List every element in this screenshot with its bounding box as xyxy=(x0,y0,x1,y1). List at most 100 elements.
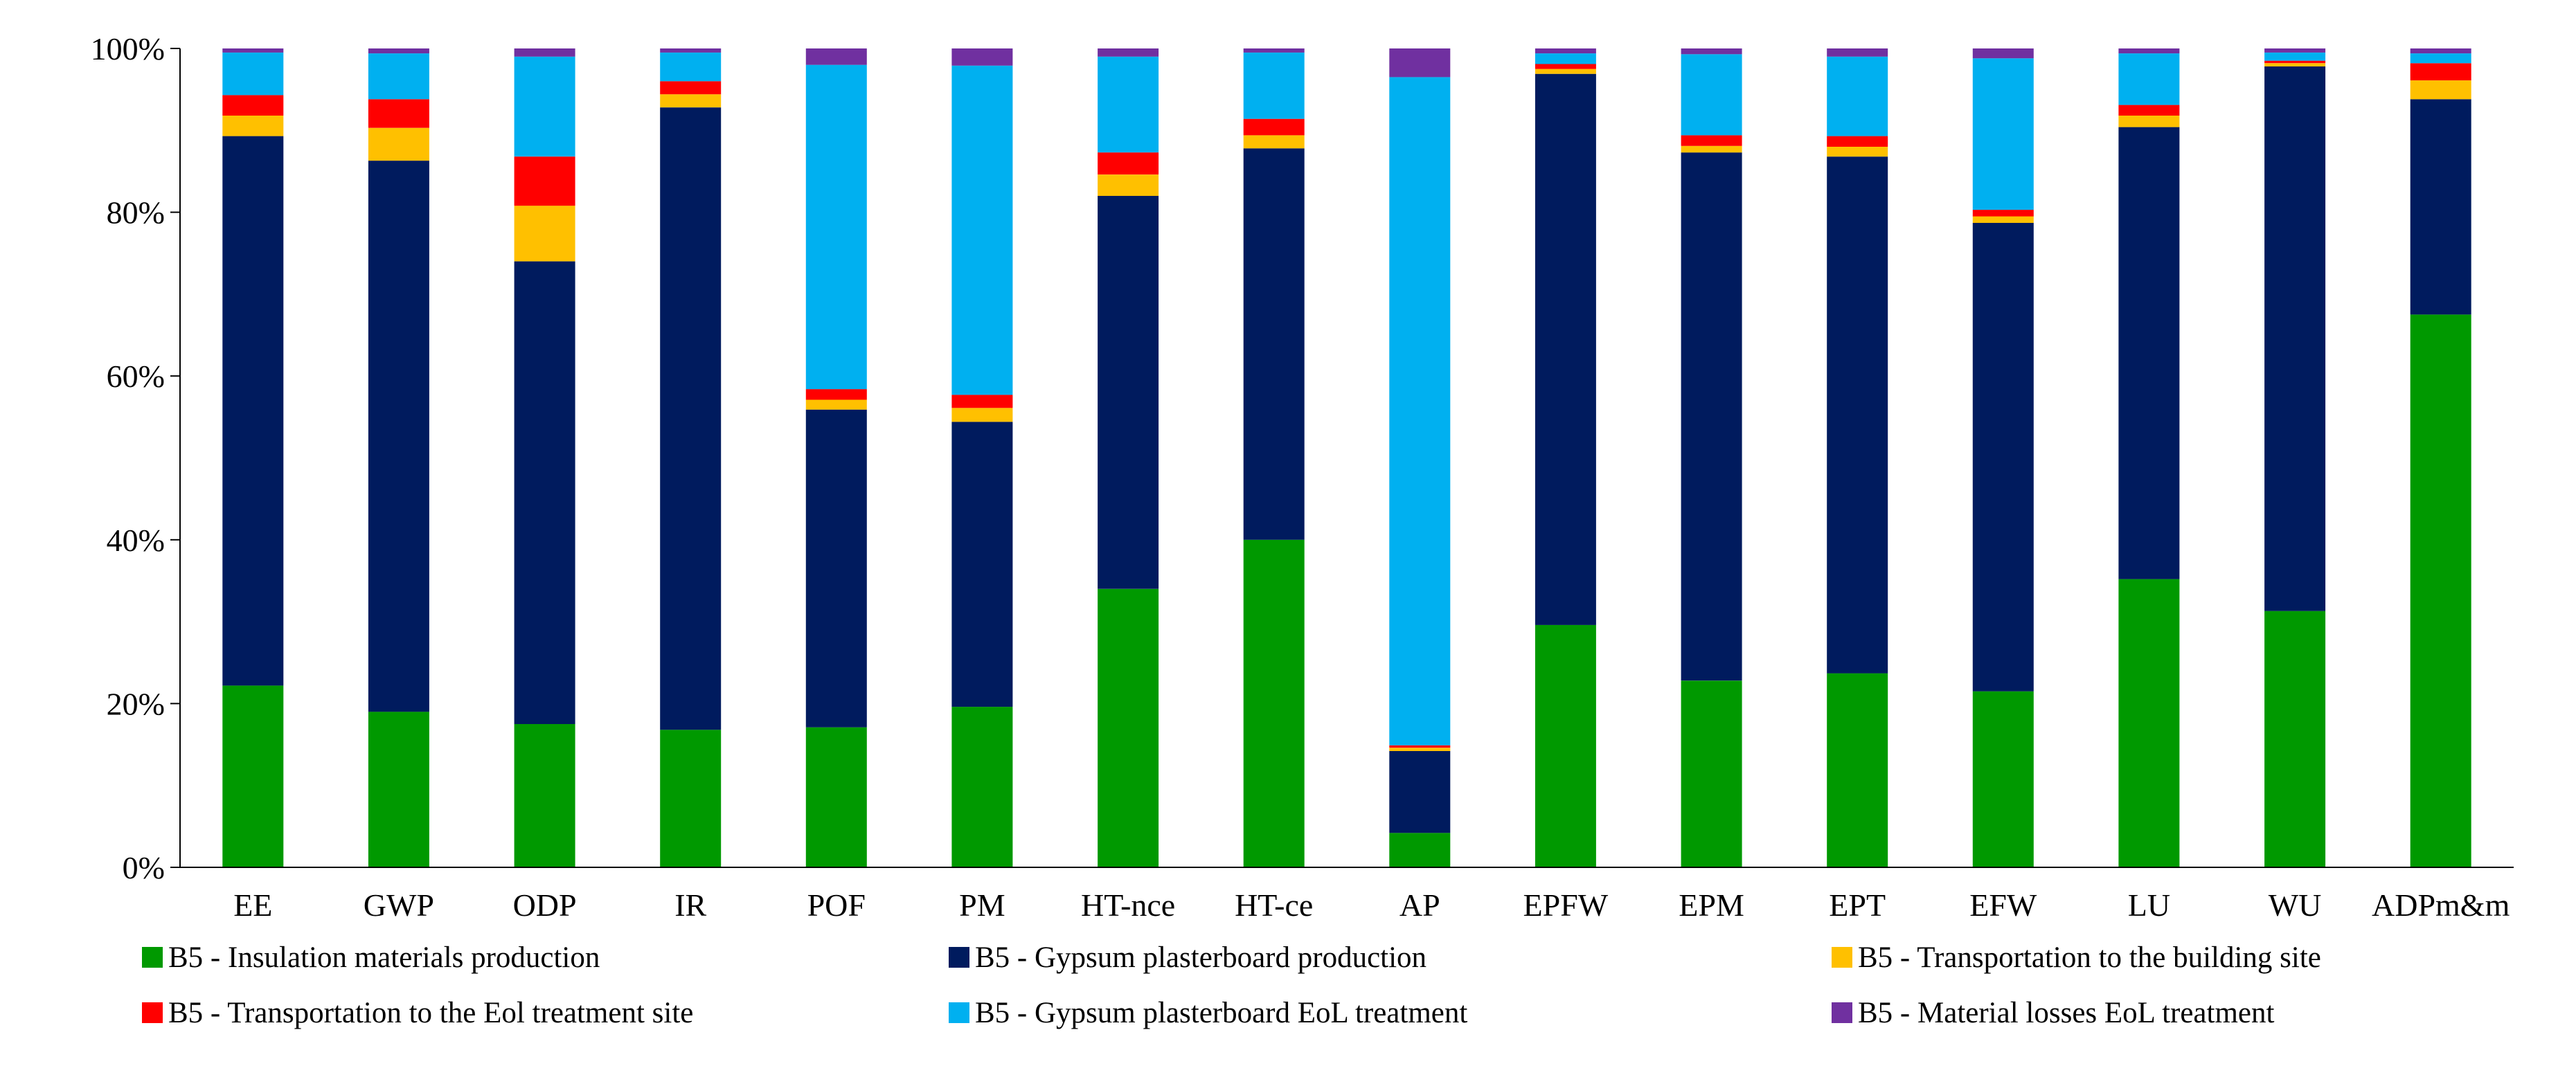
bar-segment xyxy=(660,52,722,82)
bar-segment xyxy=(1681,680,1742,867)
bar-segment xyxy=(1972,48,2034,59)
bar-segment xyxy=(2410,314,2471,867)
bar-group xyxy=(368,48,429,867)
bar-group xyxy=(660,48,722,867)
bar-group xyxy=(1389,48,1451,867)
y-tick-label: 80% xyxy=(107,195,165,231)
bar-segment xyxy=(1681,54,1742,136)
bar-segment xyxy=(2118,48,2180,54)
bar-segment xyxy=(2410,80,2471,100)
legend-label: B5 - Gypsum plasterboard production xyxy=(975,941,1426,974)
x-tick-label: EPFW xyxy=(1523,887,1609,923)
bar-group xyxy=(2264,48,2326,867)
x-tick-label: PM xyxy=(959,887,1005,923)
bar-segment xyxy=(1827,673,1888,867)
bar-segment xyxy=(222,52,284,96)
x-tick-label: EPT xyxy=(1829,887,1886,923)
bar-segment xyxy=(2118,127,2180,579)
legend-swatch xyxy=(949,947,969,968)
x-tick-label: WU xyxy=(2269,887,2322,923)
legend-swatch xyxy=(142,1002,163,1023)
bar-segment xyxy=(660,48,722,53)
bar-segment xyxy=(514,261,575,725)
bar-segment xyxy=(1389,48,1451,78)
bar-segment xyxy=(514,56,575,157)
bar-segment xyxy=(1827,147,1888,157)
bar-group xyxy=(2410,48,2471,867)
bar-segment xyxy=(2264,66,2326,611)
x-tick-label: POF xyxy=(807,887,866,923)
bar-segment xyxy=(1098,588,1159,867)
bar-segment xyxy=(2410,48,2471,54)
bar-segment xyxy=(660,730,722,867)
bar-segment xyxy=(222,95,284,116)
legend-item: B5 - Gypsum plasterboard EoL treatment xyxy=(949,997,1467,1029)
legend-label: B5 - Transportation to the Eol treatment… xyxy=(168,997,693,1029)
legend: B5 - Insulation materials production B5 -… xyxy=(142,941,2321,1029)
bar-segment xyxy=(368,161,429,712)
bar-segment xyxy=(514,156,575,206)
bar-segment xyxy=(1972,223,2034,692)
bar-segment xyxy=(1389,751,1451,833)
bar-group xyxy=(1681,48,1742,867)
bar-segment xyxy=(2410,53,2471,64)
bar-segment xyxy=(660,107,722,730)
bar-segment xyxy=(1827,136,1888,147)
bar-segment xyxy=(1243,118,1305,136)
bar-segment xyxy=(951,422,1013,707)
bar-segment xyxy=(1389,745,1451,748)
bar-segment xyxy=(2118,116,2180,127)
bar-segment xyxy=(951,48,1013,66)
bar-segment xyxy=(1243,148,1305,540)
bar-segment xyxy=(805,389,867,400)
bar-segment xyxy=(368,127,429,161)
bar-segment xyxy=(368,48,429,54)
y-tick-label: 0% xyxy=(123,850,165,885)
bar-segment xyxy=(1972,210,2034,217)
bar-segment xyxy=(1972,691,2034,867)
bar-segment xyxy=(1243,52,1305,119)
bar-segment xyxy=(514,724,575,867)
bar-segment xyxy=(1535,48,1596,54)
x-tick-label: HT-nce xyxy=(1081,887,1175,923)
bar-group xyxy=(951,48,1013,867)
x-tick-label: IR xyxy=(674,887,706,923)
bar-segment xyxy=(222,48,284,53)
y-tick-label: 20% xyxy=(107,686,165,721)
legend-label: B5 - Transportation to the building site xyxy=(1858,941,2321,974)
bar-segment xyxy=(1098,48,1159,57)
bar-group xyxy=(2118,48,2180,867)
bar-segment xyxy=(1535,69,1596,74)
bar-segment xyxy=(1827,156,1888,674)
x-tick-label: LU xyxy=(2128,887,2170,923)
x-tick-label: EPM xyxy=(1679,887,1744,923)
bar-segment xyxy=(2118,105,2180,116)
legend-item: B5 - Transportation to the building site xyxy=(1832,941,2321,974)
legend-swatch xyxy=(142,947,163,968)
bar-segment xyxy=(660,81,722,95)
bar-group xyxy=(1827,48,1888,867)
bar-segment xyxy=(1972,216,2034,223)
bar-segment xyxy=(2410,63,2471,81)
bar-segment xyxy=(514,48,575,57)
bar-segment xyxy=(1098,174,1159,196)
bar-segment xyxy=(1535,73,1596,625)
bar-segment xyxy=(2410,99,2471,315)
bar-group xyxy=(1098,48,1159,867)
bar-segment xyxy=(1827,56,1888,136)
bar-group xyxy=(1972,48,2034,867)
axes-layer: EE GWP ODP IR POF PM HT-nce HT-ce AP EPFW EPM EPT EF… xyxy=(91,31,2514,923)
bar-segment xyxy=(1681,48,1742,55)
bar-segment xyxy=(1535,624,1596,867)
bar-segment xyxy=(2118,579,2180,867)
bar-segment xyxy=(222,136,284,686)
bar-group xyxy=(805,48,867,867)
x-tick-label: ADPm&m xyxy=(2372,887,2510,923)
bar-segment xyxy=(1243,135,1305,149)
bar-segment xyxy=(2264,60,2326,64)
bar-segment xyxy=(1681,152,1742,681)
bar-group xyxy=(1243,48,1305,867)
bar-segment xyxy=(1681,135,1742,146)
